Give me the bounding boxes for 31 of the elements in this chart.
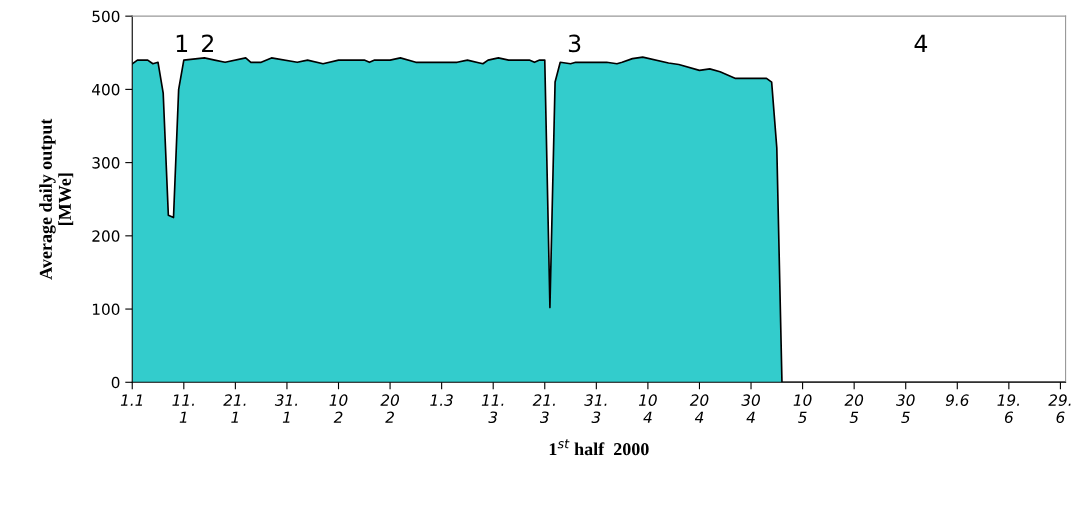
x-tick-label: 30 5: [896, 394, 915, 424]
annotation: 3: [568, 34, 581, 53]
y-tick-label: 0: [111, 376, 120, 389]
y-tick-label: 300: [92, 157, 120, 169]
x-tick-label: 20 5: [844, 394, 864, 424]
annotation: 2: [202, 34, 213, 52]
y-tick-label: 400: [92, 83, 120, 96]
annotation: 1: [176, 34, 188, 52]
x-axis-title: 1$^{st}$ half 2000: [549, 439, 649, 456]
x-tick-label: 11. 3: [481, 394, 504, 424]
y-tick-label: 200: [92, 230, 120, 242]
x-tick-label: 29. 6: [1048, 394, 1071, 424]
annotation: 4: [914, 34, 928, 52]
y-tick-label: 100: [92, 303, 120, 316]
x-tick-label: 21. 3: [532, 394, 555, 424]
x-tick-label: 21. 1: [223, 394, 246, 423]
x-tick-label: 1.1: [120, 394, 143, 406]
x-tick-label: 11. 1: [172, 394, 194, 423]
x-tick-label: 20 4: [689, 394, 709, 423]
x-tick-label: 31. 3: [584, 394, 607, 424]
x-tick-label: 10 2: [329, 394, 348, 423]
x-tick-label: 20 2: [380, 394, 400, 423]
x-tick-label: 30 4: [741, 394, 760, 423]
x-tick-label: 31. 1: [274, 394, 298, 423]
x-tick-label: 1.3: [430, 394, 453, 406]
y-axis-title: Average daily output [MWe]: [39, 118, 74, 280]
y-tick-label: 500: [92, 10, 120, 23]
x-tick-label: 10 5: [793, 394, 812, 424]
x-tick-label: 10 4: [638, 394, 657, 423]
x-tick-label: 19. 6: [997, 394, 1019, 424]
x-tick-label: 9.6: [945, 394, 969, 406]
